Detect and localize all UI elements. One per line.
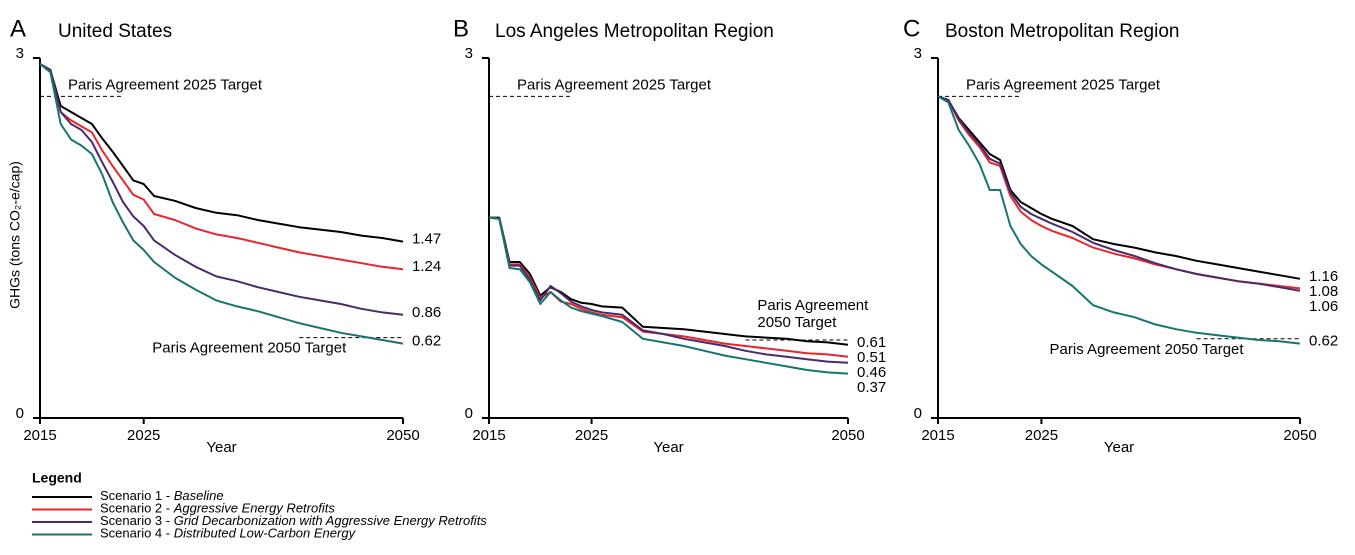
y-tick-label: 0	[16, 405, 24, 422]
panel-title: Los Angeles Metropolitan Region	[495, 21, 774, 42]
x-tick-label: 2015	[23, 427, 56, 444]
legend-prefix: Scenario 4 -	[100, 526, 174, 541]
series-line	[488, 216, 849, 375]
y-tick-label: 3	[465, 45, 473, 62]
series-line	[39, 63, 404, 345]
end-value-label: 1.24	[412, 258, 441, 275]
legend-prefix: Scenario 2 -	[100, 501, 174, 516]
panel-title: Boston Metropolitan Region	[945, 21, 1179, 42]
panel-letter: A	[10, 15, 26, 42]
legend-prefix: Scenario 1 -	[100, 488, 174, 503]
legend-name: Grid Decarbonization with Aggressive Ene…	[174, 513, 488, 528]
series-line	[39, 63, 404, 271]
x-tick-label: 2025	[575, 427, 608, 444]
y-tick-label: 3	[16, 45, 24, 62]
y-tick-label: 0	[465, 405, 473, 422]
end-value-label: 1.47	[412, 231, 441, 248]
end-value-label: 1.08	[1309, 283, 1338, 300]
target-label: Paris Agreement	[757, 297, 869, 314]
panel-title: United States	[58, 21, 172, 42]
target-label: 2050 Target	[757, 314, 837, 331]
end-value-label: 0.61	[857, 334, 886, 351]
series-line	[937, 95, 1301, 292]
target-label: Paris Agreement 2050 Target	[1050, 341, 1245, 358]
end-value-label: 1.16	[1309, 268, 1338, 285]
x-axis-label: Year	[206, 439, 236, 456]
x-tick-label: 2015	[472, 427, 505, 444]
series-line	[937, 95, 1301, 280]
panel-letter: B	[453, 15, 469, 42]
legend-entry: Scenario 3 - Grid Decarbonization with A…	[100, 513, 487, 528]
series-line	[39, 63, 404, 243]
panel-letter: C	[903, 15, 920, 42]
series-line	[937, 95, 1301, 345]
x-tick-label: 2015	[921, 427, 954, 444]
legend-title: Legend	[32, 470, 82, 486]
target-label: Paris Agreement 2025 Target	[966, 76, 1161, 93]
x-axis-label: Year	[653, 439, 683, 456]
end-value-label: 0.86	[412, 304, 441, 321]
series-line	[488, 216, 849, 358]
legend-prefix: Scenario 3 -	[100, 513, 174, 528]
target-label: Paris Agreement 2050 Target	[152, 340, 347, 357]
target-label: Paris Agreement 2025 Target	[517, 76, 712, 93]
series-line	[488, 216, 849, 364]
end-value-label: 0.62	[1309, 333, 1338, 350]
end-value-label: 0.62	[412, 333, 441, 350]
series-line	[39, 63, 404, 316]
y-axis-label: GHGs (tons CO₂-e/cap)	[7, 161, 23, 309]
series-line	[937, 95, 1301, 290]
legend-entry: Scenario 1 - Baseline	[100, 488, 224, 503]
legend-name: Distributed Low-Carbon Energy	[174, 526, 357, 541]
x-tick-label: 2050	[386, 427, 419, 444]
x-axis-label: Year	[1104, 439, 1134, 456]
x-tick-label: 2050	[1283, 427, 1316, 444]
end-value-label: 0.51	[857, 349, 886, 366]
x-tick-label: 2025	[1025, 427, 1058, 444]
x-tick-label: 2025	[127, 427, 160, 444]
x-tick-label: 2050	[831, 427, 864, 444]
legend-entry: Scenario 4 - Distributed Low-Carbon Ener…	[100, 526, 357, 541]
legend-name: Aggressive Energy Retrofits	[173, 501, 336, 516]
legend-entry: Scenario 2 - Aggressive Energy Retrofits	[100, 501, 335, 516]
y-tick-label: 0	[914, 405, 922, 422]
end-value-label: 1.06	[1309, 298, 1338, 315]
series-line	[489, 216, 849, 346]
target-label: Paris Agreement 2025 Target	[68, 76, 263, 93]
end-value-label: 0.46	[857, 364, 886, 381]
y-tick-label: 3	[914, 45, 922, 62]
end-value-label: 0.37	[857, 379, 886, 396]
legend-name: Baseline	[174, 488, 224, 503]
